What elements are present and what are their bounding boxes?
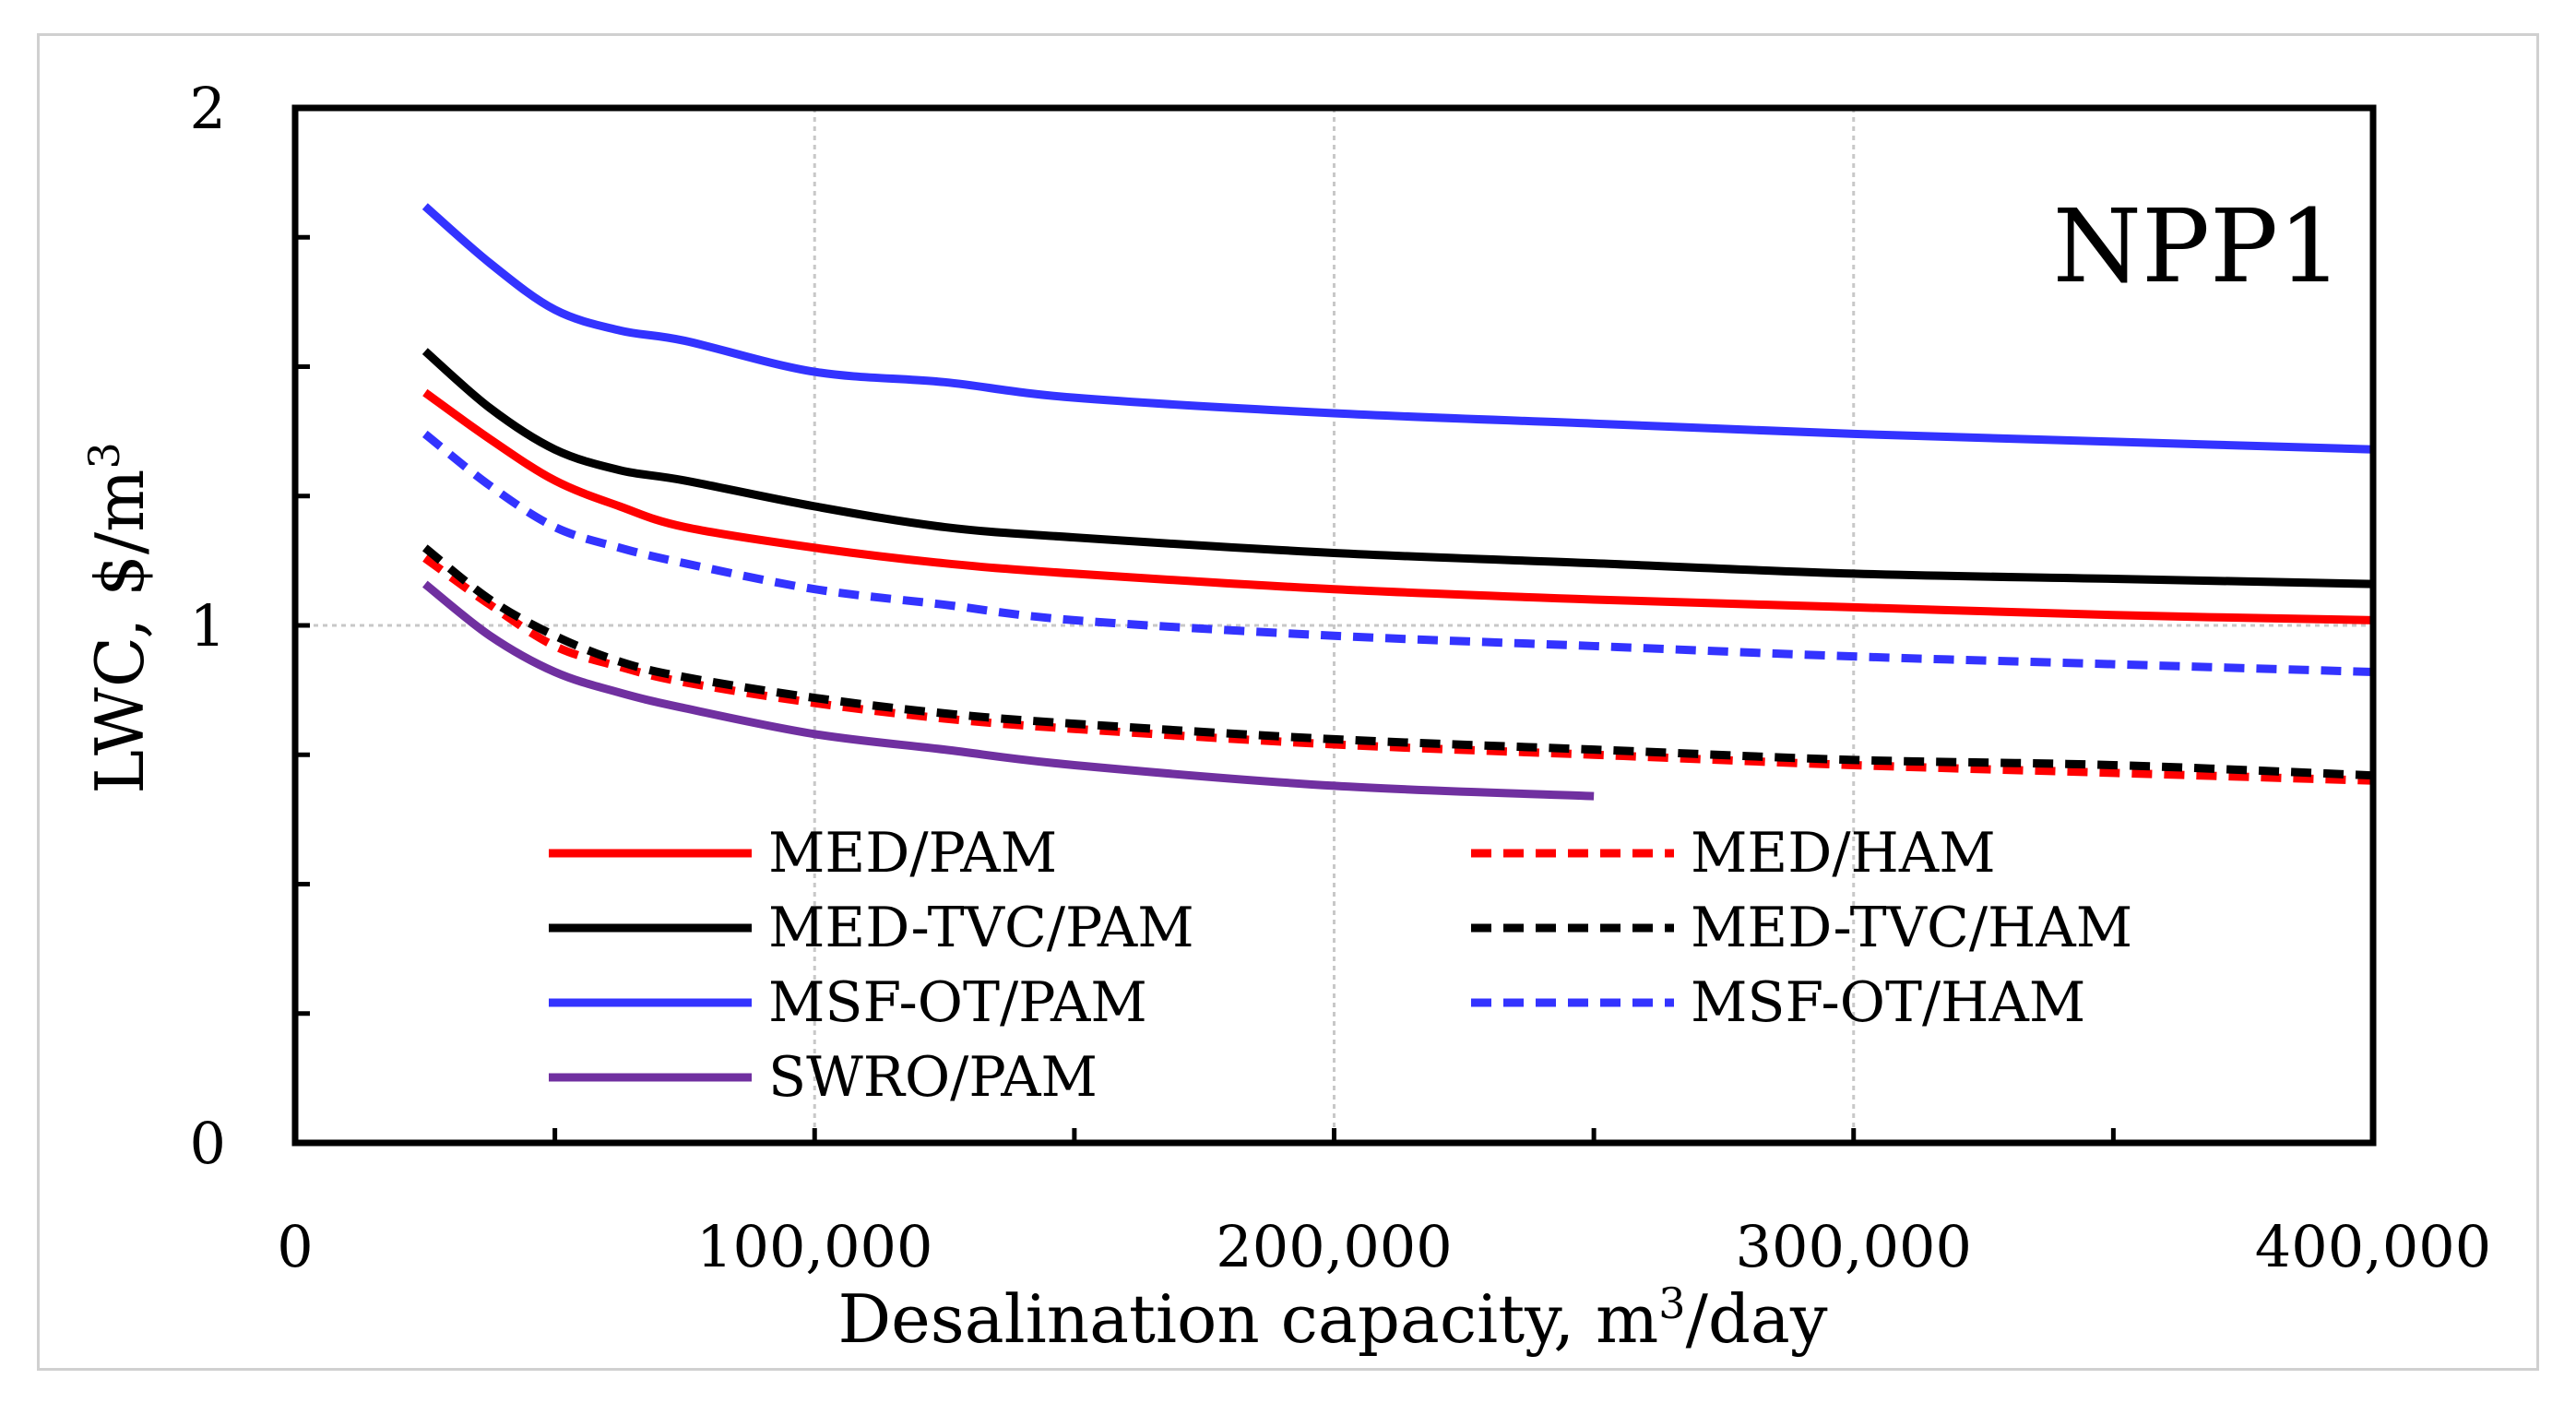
x-tick-label: 200,000 — [1216, 1213, 1452, 1280]
legend-label: MSF-OT/HAM — [1691, 970, 2085, 1035]
y-tick-label: 1 — [190, 592, 226, 660]
series-line-med-ham — [422, 554, 2374, 785]
grid-layer — [295, 108, 2373, 1143]
x-tick-label: 0 — [277, 1213, 313, 1280]
x-tick-label: 300,000 — [1736, 1213, 1972, 1280]
y-axis-title: LWC, $/m3 — [79, 442, 159, 793]
series-layer — [421, 203, 2374, 801]
legend-label: MED/PAM — [768, 821, 1057, 886]
legend-label: SWRO/PAM — [768, 1045, 1098, 1110]
series-line-med-tvc-pam — [421, 348, 2374, 589]
legend-label: MED/HAM — [1691, 821, 1996, 886]
x-axis-title: Desalination capacity, m3/day — [837, 1278, 1827, 1358]
x-tick-label: 400,000 — [2255, 1213, 2491, 1280]
x-axis-title-tail: /day — [1686, 1280, 1828, 1358]
legend-label: MED-TVC/HAM — [1691, 896, 2132, 960]
legend-label: MSF-OT/PAM — [768, 970, 1147, 1035]
legend: MED/PAM MED/HAM MED-TVC/PAM MED-TVC/HAM MSF-… — [549, 821, 2132, 1110]
y-axis-title-sup: 3 — [79, 442, 129, 469]
x-axis-title-sup: 3 — [1658, 1278, 1685, 1328]
series-line-med-tvc-ham — [422, 544, 2374, 780]
chart-frame — [37, 33, 2539, 1371]
y-axis-title-main: LWC, $/m — [81, 470, 159, 794]
tick-layer: 0 100,000 200,000 300,000 400,000 0 1 2 — [190, 75, 2492, 1280]
series-line-msf-ot-ham — [422, 430, 2374, 676]
legend-label: MED-TVC/PAM — [768, 896, 1194, 960]
series-line-med-pam — [422, 388, 2374, 624]
panel-label: NPP1 — [2053, 187, 2343, 305]
x-tick-label: 100,000 — [696, 1213, 932, 1280]
series-line-msf-ot-pam — [421, 203, 2374, 454]
y-tick-label: 2 — [190, 75, 226, 142]
x-axis-title-main: Desalination capacity, m — [837, 1280, 1658, 1358]
y-tick-label: 0 — [190, 1110, 226, 1177]
series-line-swro-pam — [422, 580, 1595, 801]
